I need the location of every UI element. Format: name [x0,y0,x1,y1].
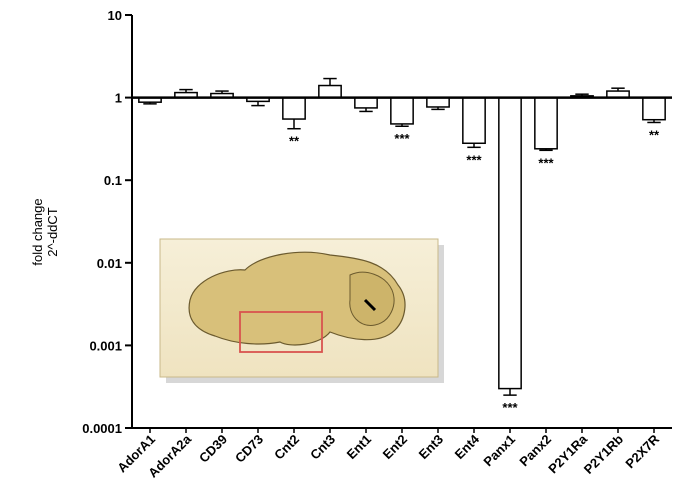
x-tick-label: CD73 [232,432,266,466]
x-tick-label: Panx1 [480,432,518,470]
significance: *** [466,152,482,167]
y-tick-label: 0.0001 [82,421,122,436]
bar [355,98,377,108]
significance: ** [649,127,660,142]
x-tick-label: Ent1 [344,432,375,463]
x-tick-label: Ent3 [416,432,447,463]
y-tick-label: 0.01 [97,256,122,271]
y-tick-label: 0.001 [89,338,122,353]
bar [499,98,521,389]
x-tick-label: P2X7R [622,431,662,471]
x-tick-label: Cnt2 [271,432,302,463]
y-tick-label: 0.1 [104,173,122,188]
y-tick-label: 1 [115,91,122,106]
bar [427,98,449,107]
x-tick-label: CD39 [196,432,230,466]
bar [319,86,341,98]
bar [283,98,305,119]
bar [535,98,557,149]
significance: *** [538,155,554,170]
inset [160,239,444,383]
x-tick-label: Ent2 [380,432,411,463]
y-axis-label: 2^-ddCT [45,207,60,257]
significance: *** [394,131,410,146]
y-tick-label: 10 [108,8,122,23]
significance: *** [502,400,518,415]
y-axis-label: fold change [30,198,45,265]
bar [643,98,665,120]
x-tick-label: Ent4 [452,431,483,462]
bar [463,98,485,144]
x-tick-label: P2Y1Rb [581,431,626,476]
bar [391,98,413,124]
significance: ** [289,134,300,149]
x-tick-label: Cnt3 [307,432,338,463]
chart: fold change 2^-ddCT 10 1 0.1 0.01 0.001 0.000… [0,0,678,500]
